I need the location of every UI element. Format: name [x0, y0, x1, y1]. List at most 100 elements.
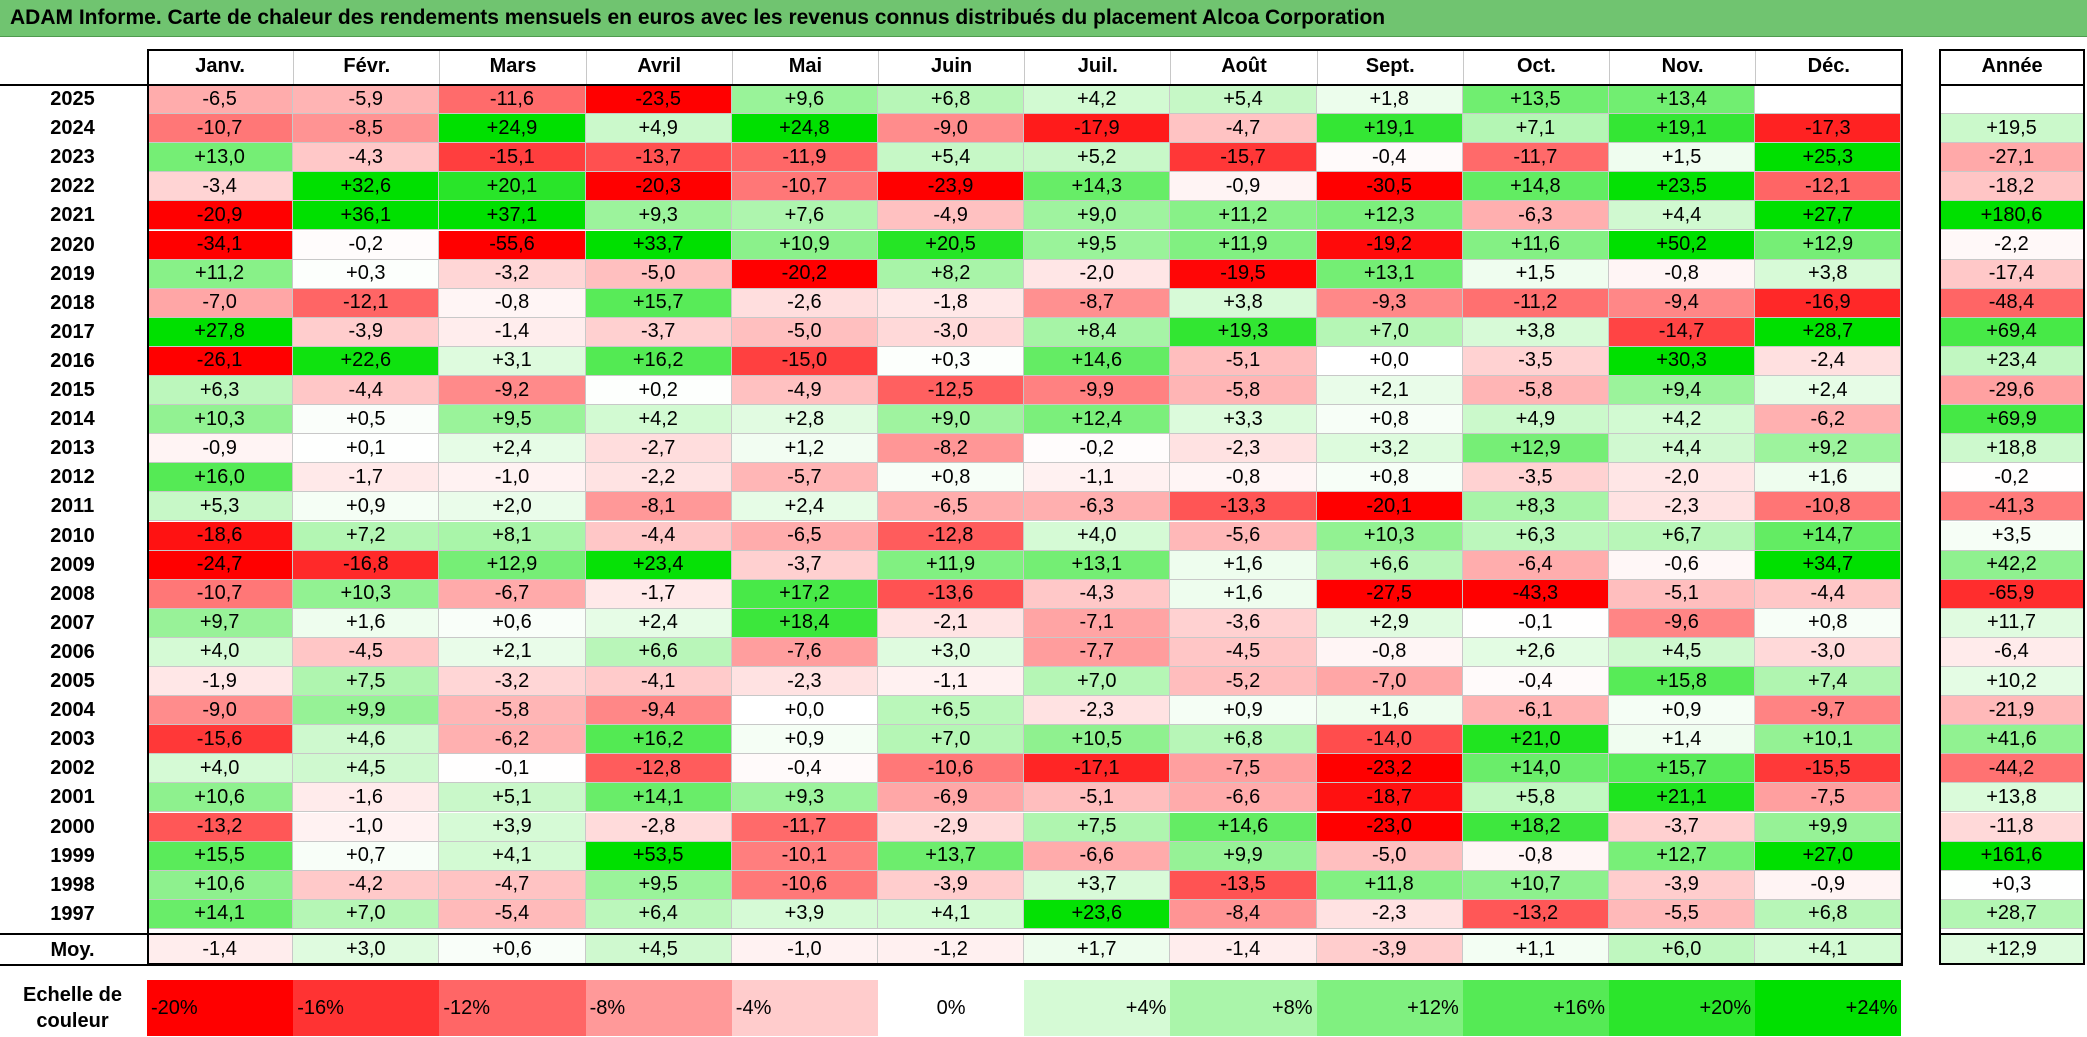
heatmap-cell: +14,3: [1024, 172, 1171, 202]
heatmap-cell: +5,1: [439, 783, 586, 813]
color-scale-step: 0%: [878, 980, 1025, 1036]
heatmap-cell: -5,1: [1609, 579, 1756, 609]
heatmap-cell: +1,4: [1609, 725, 1756, 755]
heatmap-cell: -0,8: [1170, 463, 1317, 493]
year-label: 2014: [50, 408, 95, 431]
heatmap-cell: +19,3: [1170, 317, 1317, 347]
heatmap-cell: -0,9: [1170, 172, 1317, 202]
heatmap-cell: -0,4: [1316, 143, 1463, 173]
heatmap-cell: -0,2: [293, 230, 440, 260]
heatmap-cell: +14,6: [1170, 812, 1317, 842]
heatmap-cell: +2,4: [585, 608, 732, 638]
heatmap-cell: -20,9: [147, 201, 294, 231]
heatmap-cell: +17,2: [731, 579, 878, 609]
heatmap-cell: -4,9: [878, 201, 1025, 231]
heatmap-cell: +19,1: [1316, 114, 1463, 144]
heatmap-cell: +11,2: [1170, 201, 1317, 231]
heatmap-cell: +3,8: [1755, 259, 1902, 289]
heatmap-cell: -7,0: [1316, 667, 1463, 697]
heatmap-cell: +4,4: [1609, 201, 1756, 231]
heatmap-cell: +6,4: [585, 899, 732, 929]
year-label: 2007: [50, 611, 95, 634]
heatmap-cell: +0,9: [1609, 696, 1756, 726]
year-label: 2005: [50, 670, 95, 693]
table-rule: [1939, 84, 2085, 86]
heatmap-cell: +14,7: [1755, 521, 1902, 551]
year-label: 2008: [50, 582, 95, 605]
heatmap-cell: +4,1: [439, 841, 586, 871]
heatmap-cell: -6,1: [1462, 696, 1609, 726]
heatmap-cell: +10,3: [293, 579, 440, 609]
heatmap-cell: +9,3: [585, 201, 732, 231]
annual-cell: -18,2: [1939, 172, 2085, 202]
heatmap-cell: +1,2: [731, 434, 878, 464]
heatmap-cell: +8,2: [878, 259, 1025, 289]
heatmap-cell: +18,4: [731, 608, 878, 638]
color-scale-step: -20%: [147, 980, 294, 1036]
year-label: 2006: [50, 640, 95, 663]
heatmap-cell: -4,3: [293, 143, 440, 173]
heatmap-cell: +15,7: [1609, 754, 1756, 784]
heatmap-cell: -3,7: [1609, 812, 1756, 842]
heatmap-cell: -10,7: [147, 579, 294, 609]
heatmap-cell: +1,5: [1462, 259, 1609, 289]
average-cell: +4,5: [585, 935, 732, 965]
color-scale-step: +24%: [1755, 980, 1902, 1036]
heatmap-cell: +4,5: [293, 754, 440, 784]
heatmap-cell: -4,4: [585, 521, 732, 551]
heatmap-cell: -8,4: [1170, 899, 1317, 929]
heatmap-cell: -18,7: [1316, 783, 1463, 813]
heatmap-cell: +12,4: [1024, 405, 1171, 435]
table-rule: [0, 964, 1904, 966]
average-cell: +1,7: [1024, 935, 1171, 965]
heatmap-cell: -1,1: [1024, 463, 1171, 493]
heatmap-cell: -23,5: [585, 85, 732, 115]
heatmap-cell: -55,6: [439, 230, 586, 260]
heatmap-cell: +15,8: [1609, 667, 1756, 697]
heatmap-cell: -8,7: [1024, 288, 1171, 318]
heatmap-cell: +33,7: [585, 230, 732, 260]
year-label: 2002: [50, 757, 95, 780]
heatmap-cell: +5,2: [1024, 143, 1171, 173]
heatmap-cell: +3,0: [878, 637, 1025, 667]
heatmap-cell: +3,8: [1170, 288, 1317, 318]
heatmap-cell: +10,6: [147, 783, 294, 813]
heatmap-cell: -2,1: [878, 608, 1025, 638]
heatmap-cell: +7,0: [293, 899, 440, 929]
heatmap-cell: -7,0: [147, 288, 294, 318]
heatmap-cell: -6,2: [439, 725, 586, 755]
heatmap-cell: +22,6: [293, 346, 440, 376]
heatmap-cell: +6,6: [1316, 550, 1463, 580]
heatmap-cell: -34,1: [147, 230, 294, 260]
heatmap-cell: -9,3: [1316, 288, 1463, 318]
heatmap-cell: +16,2: [585, 725, 732, 755]
heatmap-cell: -0,1: [1462, 608, 1609, 638]
year-label: 1997: [50, 902, 95, 925]
heatmap-cell: -5,2: [1170, 667, 1317, 697]
heatmap-cell: -1,4: [439, 317, 586, 347]
year-label: 2013: [50, 437, 95, 460]
annual-cell: +69,4: [1939, 317, 2085, 347]
average-label: Moy.: [50, 938, 95, 961]
heatmap-cell: +16,0: [147, 463, 294, 493]
heatmap-cell: -1,7: [293, 463, 440, 493]
heatmap-cell: -7,7: [1024, 637, 1171, 667]
heatmap-cell: -11,7: [1462, 143, 1609, 173]
heatmap-cell: -13,2: [1462, 899, 1609, 929]
heatmap-cell: -2,2: [585, 463, 732, 493]
heatmap-cell: -3,9: [1609, 870, 1756, 900]
heatmap-cell: -15,6: [147, 725, 294, 755]
heatmap-cell: -5,0: [731, 317, 878, 347]
heatmap-cell: +4,4: [1609, 434, 1756, 464]
heatmap-cell: +1,6: [1170, 550, 1317, 580]
heatmap-cell: +10,6: [147, 870, 294, 900]
color-scale-step: -8%: [585, 980, 732, 1036]
heatmap-cell: +1,8: [1316, 85, 1463, 115]
heatmap-cell: -17,9: [1024, 114, 1171, 144]
heatmap-cell: +0,9: [731, 725, 878, 755]
heatmap-cell: +9,7: [147, 608, 294, 638]
heatmap-cell: -3,5: [1462, 463, 1609, 493]
heatmap-cell: +25,3: [1755, 143, 1902, 173]
heatmap-cell: +7,0: [878, 725, 1025, 755]
month-header: Juil.: [1024, 49, 1170, 84]
